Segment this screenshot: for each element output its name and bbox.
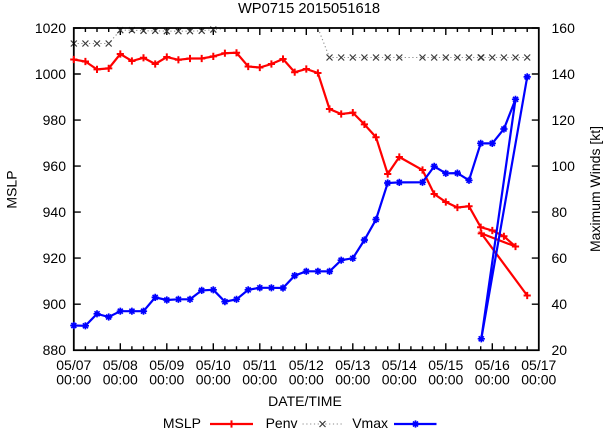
svg-text:WP0715 2015051618: WP0715 2015051618 [238,1,380,17]
svg-text:05/14: 05/14 [382,357,417,373]
svg-text:05/12: 05/12 [289,357,324,373]
svg-text:1000: 1000 [35,66,66,82]
svg-text:MSLP: MSLP [163,415,201,431]
svg-text:920: 920 [43,250,67,266]
svg-text:Vmax: Vmax [352,415,388,431]
svg-text:05/10: 05/10 [196,357,231,373]
svg-text:00:00: 00:00 [428,372,463,388]
svg-text:Penv: Penv [266,415,298,431]
svg-text:05/15: 05/15 [428,357,463,373]
svg-text:00:00: 00:00 [521,372,556,388]
svg-text:00:00: 00:00 [335,372,370,388]
svg-text:00:00: 00:00 [475,372,510,388]
svg-text:00:00: 00:00 [382,372,417,388]
svg-text:00:00: 00:00 [289,372,324,388]
svg-text:1020: 1020 [35,20,66,36]
svg-text:00:00: 00:00 [242,372,277,388]
svg-text:80: 80 [552,204,568,220]
svg-text:120: 120 [552,112,576,128]
svg-text:940: 940 [43,204,67,220]
svg-text:60: 60 [552,250,568,266]
svg-text:05/17: 05/17 [521,357,556,373]
svg-text:05/11: 05/11 [243,357,277,373]
svg-text:900: 900 [43,296,67,312]
svg-text:05/09: 05/09 [149,357,184,373]
svg-text:00:00: 00:00 [103,372,138,388]
svg-text:00:00: 00:00 [196,372,231,388]
svg-text:140: 140 [552,66,576,82]
svg-text:960: 960 [43,158,67,174]
svg-text:40: 40 [552,296,568,312]
svg-text:980: 980 [43,112,67,128]
svg-text:880: 880 [43,342,67,358]
svg-text:05/08: 05/08 [103,357,138,373]
svg-text:160: 160 [552,20,576,36]
svg-text:20: 20 [552,342,568,358]
svg-text:00:00: 00:00 [56,372,91,388]
svg-text:MSLP: MSLP [4,170,20,208]
svg-text:Maximum Winds [kt]: Maximum Winds [kt] [587,126,603,252]
svg-text:05/07: 05/07 [56,357,91,373]
svg-text:100: 100 [552,158,576,174]
svg-text:00:00: 00:00 [149,372,184,388]
svg-text:DATE/TIME: DATE/TIME [268,393,342,409]
svg-text:05/16: 05/16 [475,357,510,373]
svg-text:05/13: 05/13 [335,357,370,373]
